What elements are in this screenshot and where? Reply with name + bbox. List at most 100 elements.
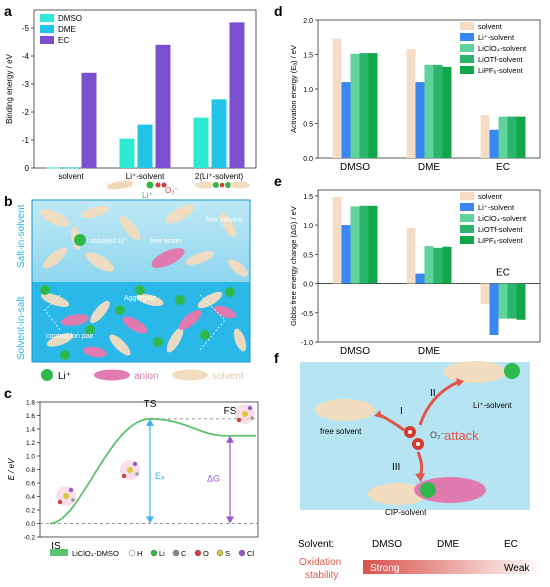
bar (489, 129, 499, 158)
legend-solvent-label: solvent (212, 371, 244, 382)
solvent-ec: EC (504, 539, 518, 550)
fs-molecule-c-atom (250, 416, 254, 420)
bar (424, 64, 434, 158)
y-axis-label: Binding energy / eV (5, 53, 14, 123)
solvated-li-ion (74, 234, 86, 246)
y-axis-label: E / eV (7, 458, 16, 480)
legend-swatch (460, 22, 474, 30)
panel-a-icons: solvent Li⁺ O₂⁻ (107, 180, 250, 200)
dg-arrow-head-bottom (226, 516, 234, 524)
panel-label-a: a (4, 3, 12, 19)
ea-label: Eₐ (155, 471, 165, 481)
legend-atom-label: S (225, 549, 230, 558)
legend-label: LiPF₆-solvent (478, 66, 524, 75)
bar-dmso (45, 167, 61, 169)
legend-atom-icon (194, 549, 202, 557)
oxygen-atom-icon (155, 182, 161, 188)
legend-label: Li⁺-solvent (478, 33, 515, 42)
y-tick-label: -5 (22, 24, 30, 33)
legend-label: DME (58, 25, 76, 34)
bar (433, 64, 443, 158)
dg-label: ΔG (207, 474, 220, 484)
free-anion-label: free anion (150, 238, 181, 245)
y-tick-label: 1.5 (303, 194, 313, 201)
bar-dme (137, 124, 153, 168)
y-tick-label: 1.5 (303, 53, 313, 60)
panel-b-illustration: Salt-in-solvent Solvent-in-salt solvated… (16, 199, 251, 382)
bar (406, 228, 416, 284)
is-molecule-cl-atom (68, 487, 74, 493)
bar (507, 283, 517, 319)
x-category-label: Li⁺-solvent (126, 172, 165, 181)
bar (480, 283, 490, 304)
bar (415, 273, 425, 284)
li-ion-icon (504, 363, 520, 379)
fs-molecule-s-atom (242, 411, 248, 417)
energy-curve (49, 417, 256, 525)
y-tick-label: 1.2 (26, 440, 35, 447)
bar (489, 283, 499, 335)
bar-ec (229, 22, 245, 169)
ts-label: TS (144, 399, 157, 410)
fs-label: FS (224, 406, 237, 417)
is-molecule-c-atom (71, 498, 75, 502)
is-label: IS (51, 541, 61, 552)
oxygen-atom-icon (219, 182, 225, 188)
bar-dme (211, 99, 227, 168)
y-tick-label: 0.8 (26, 467, 35, 474)
legend-atom-label: Li (159, 549, 165, 558)
panel-label-e: e (274, 173, 282, 189)
bar (498, 116, 508, 158)
legend-atom-icon (172, 549, 180, 557)
y-tick-label: 1.0 (26, 454, 35, 461)
y-tick-label: 2.0 (303, 18, 313, 25)
free-anion-shape (151, 248, 185, 268)
ts-molecule-cl-atom (132, 461, 138, 467)
x-category-label: DMSO (340, 162, 370, 173)
path-II-arrow (418, 380, 459, 426)
legend-atom-label: H (137, 549, 142, 558)
bar (480, 115, 490, 158)
y-axis-label: Gibbs free energy change (ΔG) / eV (289, 206, 298, 326)
fs-molecule-cl-atom (247, 405, 253, 411)
chart-a-binding-energy: 0 -1 -2 -3 -4 -5 Binding energy / eV solvent Li⁺… (5, 9, 257, 181)
legend-swatch (460, 192, 474, 200)
bar (350, 53, 360, 159)
path-II-label: II (430, 388, 436, 399)
cip-solvent-text: CIP-solvent (385, 508, 427, 517)
legend-label: EC (58, 36, 69, 45)
y-tick-label: 0.0 (303, 156, 313, 163)
y-tick-label: -0.5 (301, 311, 313, 318)
bar (498, 283, 508, 319)
panel-label-b: b (4, 193, 13, 209)
free-solvent-label: free solvent (206, 217, 242, 224)
bar (442, 246, 452, 284)
legend-label: LiClO₄-solvent (478, 214, 527, 223)
y-tick-label: -1.0 (301, 340, 313, 347)
o2-label: O₂⁻ (165, 186, 179, 195)
legend-swatch (40, 14, 54, 22)
bar (516, 283, 526, 320)
bar-dme (63, 167, 79, 169)
plot-frame (317, 189, 541, 343)
oxygen-atom-icon (161, 182, 167, 188)
bar (359, 53, 369, 159)
bar (442, 66, 452, 158)
y-tick-label: -3 (22, 80, 30, 89)
y-axis-label: Activation energy (Eₐ) / eV (289, 45, 298, 133)
y-tick-label: -4 (22, 52, 30, 61)
salt-in-solvent-label: Salt-in-solvent (16, 204, 27, 268)
legend-atom-label: C (181, 549, 187, 558)
bar-dmso (193, 117, 209, 168)
legend-label: LiOTf-solvent (478, 225, 524, 234)
y-tick-label: 1.8 (26, 400, 35, 407)
y-tick-label: 0.5 (303, 252, 313, 259)
legend-atom-icon (216, 549, 224, 557)
legend-li-icon (41, 369, 53, 381)
legend-swatch (460, 55, 474, 63)
y-tick-label: 1.4 (26, 427, 35, 434)
solvent-dme: DME (437, 539, 460, 550)
panel-a-solvent-tag: solvent (107, 181, 133, 190)
legend-label: Li⁺-solvent (478, 203, 515, 212)
y-tick-label: -2 (22, 108, 30, 117)
